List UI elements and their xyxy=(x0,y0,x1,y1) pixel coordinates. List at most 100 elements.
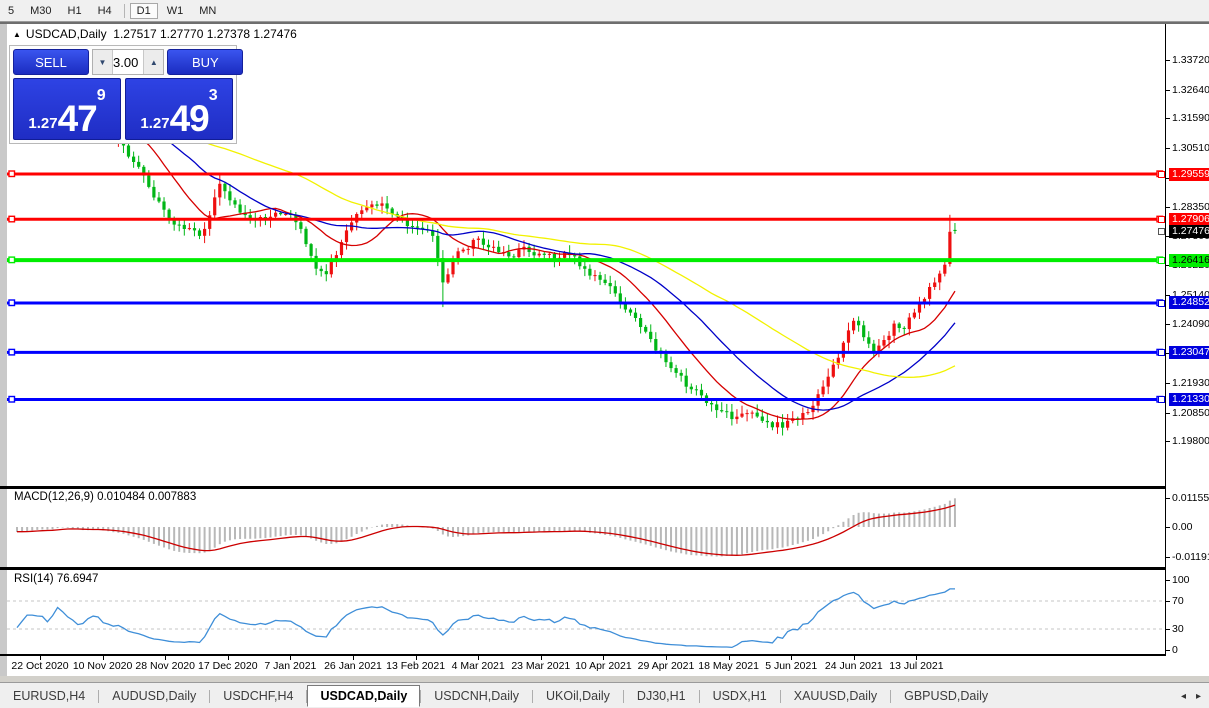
collapse-triangle-icon[interactable]: ▲ xyxy=(13,30,21,39)
buy-price-prefix: 1.27 xyxy=(140,115,170,132)
candle-body xyxy=(466,248,470,250)
candle-body xyxy=(943,264,947,274)
buy-quote-button[interactable]: 1.27 49 3 xyxy=(125,78,233,140)
tab-scroll-right-icon[interactable]: ▸ xyxy=(1195,690,1201,702)
timeframe-h4[interactable]: H4 xyxy=(97,4,112,17)
tab-usdx-h1[interactable]: USDX,H1 xyxy=(712,689,767,703)
candle-body xyxy=(786,420,790,428)
price-axis-label: 1.20850 xyxy=(1172,406,1209,419)
candle-body xyxy=(507,252,511,257)
tab-dj30-h1[interactable]: DJ30,H1 xyxy=(636,689,686,703)
level-line-handle[interactable] xyxy=(8,170,16,178)
level-line-handle[interactable] xyxy=(8,299,16,307)
candle-body xyxy=(329,261,333,275)
date-axis-label: 4 Mar 2021 xyxy=(451,660,505,672)
candle-body xyxy=(497,246,501,253)
tab-usdchf-h4[interactable]: USDCHF,H4 xyxy=(223,689,294,703)
volume-decrease-icon[interactable]: ▼ xyxy=(93,50,113,74)
macd-name: MACD(12,26,9) xyxy=(14,491,94,503)
timeframe-5[interactable]: 5 xyxy=(8,4,15,17)
macd-axis-tick xyxy=(1166,497,1170,499)
timeframe-w1[interactable]: W1 xyxy=(166,4,184,17)
candle-body xyxy=(892,323,896,336)
date-axis-label: 26 Jan 2021 xyxy=(324,660,382,672)
macd-axis-tick xyxy=(1166,527,1170,528)
tab-usdcad-daily[interactable]: USDCAD,Daily xyxy=(307,685,421,707)
candle-body xyxy=(740,413,744,417)
toolbar-separator xyxy=(123,3,125,18)
tab-audusd-daily[interactable]: AUDUSD,Daily xyxy=(112,689,197,703)
sell-quote-button[interactable]: 1.27 47 9 xyxy=(13,78,121,140)
macd-pane[interactable] xyxy=(7,489,1165,567)
candle-body xyxy=(917,304,922,313)
price-axis-label: 1.21930 xyxy=(1172,377,1209,389)
candle-body xyxy=(304,228,308,245)
buy-button[interactable]: BUY xyxy=(167,49,244,75)
candle-body xyxy=(284,214,288,215)
level-line-handle[interactable] xyxy=(8,256,16,264)
candle-body xyxy=(274,212,278,217)
volume-value[interactable]: 3.00 xyxy=(113,54,139,70)
tab-eurusd-h4[interactable]: EURUSD,H4 xyxy=(13,689,86,703)
level-line-handle[interactable] xyxy=(8,395,16,403)
tab-usdcnh-daily[interactable]: USDCNH,Daily xyxy=(434,689,520,703)
tab-gbpusd-daily[interactable]: GBPUSD,Daily xyxy=(904,689,989,703)
candle-body xyxy=(948,231,952,264)
candle-body xyxy=(765,420,769,423)
level-line-handle[interactable] xyxy=(8,215,16,223)
tab-scroll-left-icon[interactable]: ◂ xyxy=(1180,690,1186,702)
pane-splitter-2[interactable] xyxy=(0,567,1209,570)
date-axis-label: 10 Nov 2020 xyxy=(72,660,133,672)
sell-price-pip: 9 xyxy=(96,87,106,104)
price-axis-tick xyxy=(1166,207,1170,209)
candle-body xyxy=(674,368,678,373)
candle-body xyxy=(471,239,475,249)
candle-body xyxy=(390,208,394,214)
date-axis-tick xyxy=(290,656,292,660)
candle-body xyxy=(228,191,232,201)
candle-body xyxy=(370,204,374,208)
tab-xauusd-daily[interactable]: XAUUSD,Daily xyxy=(793,689,878,703)
timeframe-d1[interactable]: D1 xyxy=(129,2,158,19)
candle-body xyxy=(238,204,242,213)
date-axis-tick xyxy=(165,656,167,660)
tab-ukoil-daily[interactable]: UKOil,Daily xyxy=(546,689,610,703)
timeframe-h1[interactable]: H1 xyxy=(67,4,82,17)
date-axis-tick xyxy=(540,656,542,660)
price-badge: 1.29559 xyxy=(1169,167,1209,181)
candle-body xyxy=(603,279,607,283)
candle-body xyxy=(826,376,830,387)
sell-button[interactable]: SELL xyxy=(13,49,89,75)
candle-body xyxy=(431,230,435,236)
candle-body xyxy=(451,260,455,275)
rsi-axis-label: 0 xyxy=(1172,644,1178,656)
candle-body xyxy=(588,268,592,276)
price-axis[interactable]: 1.337201.326401.315901.305101.294301.283… xyxy=(1158,24,1209,656)
candle-body xyxy=(132,156,136,162)
timeframe-mn[interactable]: MN xyxy=(199,4,217,17)
candle-body xyxy=(689,386,693,390)
candle-body xyxy=(781,422,785,428)
pane-splitter-1[interactable] xyxy=(0,486,1209,489)
timeframe-m30[interactable]: M30 xyxy=(30,4,52,17)
date-axis[interactable]: 22 Oct 2020 10 Nov 2020 28 Nov 2020 17 Dec … xyxy=(7,656,1209,676)
sell-price-big: 47 xyxy=(57,98,98,139)
candle-body xyxy=(441,258,445,283)
price-badge: 1.27906 xyxy=(1169,212,1209,226)
candle-body xyxy=(319,268,323,272)
date-axis-label: 23 Mar 2021 xyxy=(511,660,571,672)
rsi-axis-label: 70 xyxy=(1172,595,1184,607)
candle-body xyxy=(664,353,668,363)
candle-body xyxy=(126,145,131,157)
candle-body xyxy=(532,252,536,256)
rsi-pane[interactable] xyxy=(7,570,1165,654)
rsi-name: RSI(14) xyxy=(14,573,54,585)
price-badge: 1.26416 xyxy=(1169,253,1209,267)
level-line-handle[interactable] xyxy=(8,348,16,356)
candle-body xyxy=(380,203,384,206)
price-axis-tick xyxy=(1166,323,1170,325)
candle-body xyxy=(573,255,577,257)
volume-increase-icon[interactable]: ▲ xyxy=(143,50,164,74)
buy-price-big: 49 xyxy=(169,98,210,139)
candle-body xyxy=(710,403,714,405)
